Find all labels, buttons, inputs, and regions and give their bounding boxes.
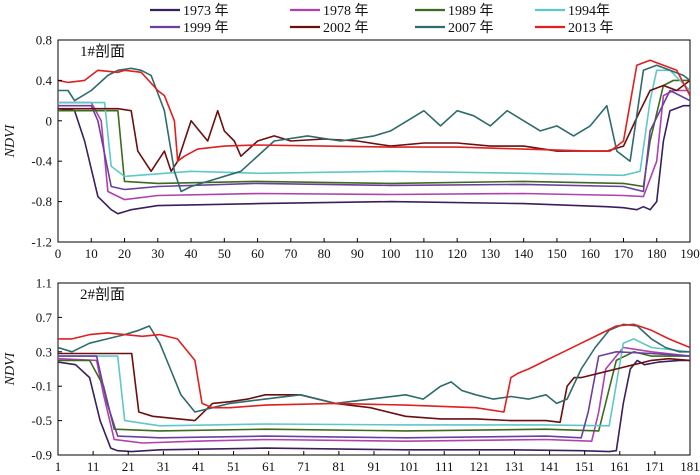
y-tick-label: 0 xyxy=(46,113,53,128)
x-tick-label: 80 xyxy=(318,246,331,261)
series-line xyxy=(58,350,690,432)
x-tick-label: 100 xyxy=(381,246,401,261)
legend-label: 1989 年 xyxy=(448,3,494,19)
x-tick-label: 91 xyxy=(368,459,381,474)
y-tick-label: -0.1 xyxy=(31,379,52,394)
x-tick-label: 81 xyxy=(332,459,345,474)
y-tick-label: 0.4 xyxy=(36,73,53,88)
x-tick-label: 110 xyxy=(414,246,433,261)
y-axis-label: NDVI xyxy=(3,351,18,386)
y-tick-label: 0.8 xyxy=(36,33,52,48)
x-tick-label: 71 xyxy=(297,459,310,474)
x-tick-label: 10 xyxy=(85,246,98,261)
x-tick-label: 21 xyxy=(122,459,135,474)
x-tick-label: 150 xyxy=(547,246,567,261)
x-tick-label: 180 xyxy=(647,246,667,261)
x-tick-label: 90 xyxy=(351,246,364,261)
x-tick-label: 20 xyxy=(118,246,131,261)
legend-item: 1978 年 xyxy=(290,3,369,19)
x-tick-label: 171 xyxy=(645,459,665,474)
x-tick-label: 121 xyxy=(470,459,490,474)
plot-frame xyxy=(57,39,691,243)
series-line xyxy=(58,338,690,427)
x-tick-label: 0 xyxy=(55,246,62,261)
legend-item: 1994年 xyxy=(535,3,610,19)
x-tick-label: 40 xyxy=(185,246,198,261)
legend-label: 2002 年 xyxy=(323,20,369,36)
x-tick-label: 161 xyxy=(610,459,630,474)
legend-label: 1978 年 xyxy=(323,3,369,19)
y-axis-label: NDVI xyxy=(3,123,18,158)
y-tick-label: 0.3 xyxy=(36,344,52,359)
legend-item: 2002 年 xyxy=(290,20,369,36)
series-line xyxy=(58,79,690,188)
panel-2-section: 1 11 21 31 41 51 61 71 81 91 101 111 121 131 141 151 161… xyxy=(3,276,700,475)
series-group xyxy=(58,59,690,215)
x-tick-label: 41 xyxy=(192,459,205,474)
x-tick-label: 31 xyxy=(157,459,170,474)
x-tick-label: 130 xyxy=(481,246,501,261)
legend-item: 1973 年 xyxy=(150,3,229,19)
x-tick-label: 51 xyxy=(227,459,240,474)
panel-label: 2#剖面 xyxy=(80,286,125,303)
x-tick-label: 1 xyxy=(55,459,62,474)
y-tick-label: -0.8 xyxy=(31,194,52,209)
x-tick-label: 60 xyxy=(251,246,264,261)
panel-label: 1#剖面 xyxy=(80,43,125,60)
x-tick-label: 120 xyxy=(447,246,467,261)
legend: 1973 年 1978 年 1989 年 1994年 1999 年 2002 年 2007 … xyxy=(150,3,614,36)
series-line xyxy=(58,104,690,215)
x-tick-label: 131 xyxy=(505,459,525,474)
legend-label: 1973 年 xyxy=(183,3,229,19)
x-tick-label: 30 xyxy=(151,246,164,261)
x-tick-label: 160 xyxy=(580,246,600,261)
legend-label: 2007 年 xyxy=(448,20,494,36)
x-tick-label: 50 xyxy=(218,246,231,261)
legend-item: 1989 年 xyxy=(415,3,494,19)
y-tick-label: -0.4 xyxy=(31,154,52,169)
x-tick-label: 140 xyxy=(514,246,534,261)
legend-label: 1999 年 xyxy=(183,20,229,36)
series-line xyxy=(58,64,690,193)
series-line xyxy=(58,89,690,193)
series-line xyxy=(58,323,690,413)
x-tick-label: 141 xyxy=(540,459,560,474)
y-tick-label: -0.9 xyxy=(31,448,52,463)
legend-label: 1994年 xyxy=(568,3,610,19)
series-line xyxy=(58,352,690,424)
series-line xyxy=(58,346,690,444)
x-tick-label: 181 xyxy=(680,459,700,474)
series-line xyxy=(58,59,690,162)
series-group xyxy=(58,323,690,453)
x-tick-label: 111 xyxy=(435,459,454,474)
legend-item: 2013 年 xyxy=(535,20,614,36)
x-tick-label: 151 xyxy=(575,459,595,474)
y-tick-label: 0.7 xyxy=(36,310,53,325)
legend-label: 2013 年 xyxy=(568,20,614,36)
x-tick-label: 170 xyxy=(614,246,634,261)
x-tick-label: 101 xyxy=(399,459,419,474)
legend-item: 1999 年 xyxy=(150,20,229,36)
legend-item: 2007 年 xyxy=(415,20,494,36)
y-tick-label: -0.5 xyxy=(31,413,52,428)
y-tick-label: -1.2 xyxy=(31,235,52,250)
series-line xyxy=(58,323,690,413)
y-tick-label: 1.1 xyxy=(36,276,52,291)
panel-1-section: 0 10 20 30 40 50 60 70 80 90 100 110 120 130 140 150 160… xyxy=(3,33,700,262)
series-line xyxy=(58,79,690,173)
x-tick-label: 70 xyxy=(284,246,297,261)
x-tick-label: 61 xyxy=(262,459,275,474)
series-line xyxy=(58,69,690,178)
series-line xyxy=(58,350,690,439)
x-tick-label: 190 xyxy=(680,246,700,261)
x-tick-label: 11 xyxy=(87,459,100,474)
